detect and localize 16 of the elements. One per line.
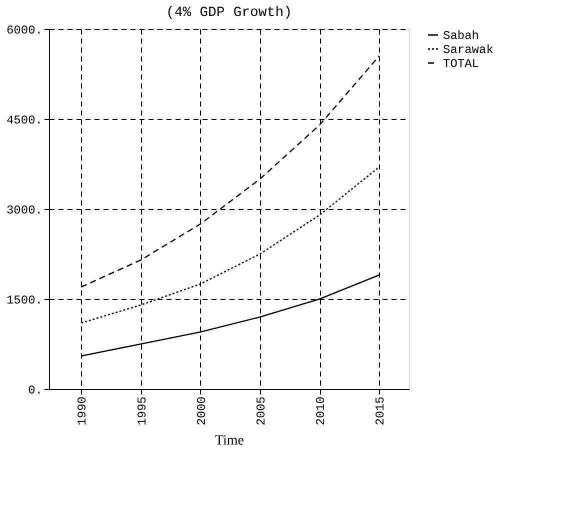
y-tick-label: 0.	[28, 384, 42, 398]
x-tick-label: 2010	[314, 396, 328, 426]
x-tick-label: 2015	[374, 396, 388, 426]
y-tick-label: 3000.	[6, 204, 42, 218]
x-tick-label: 1995	[135, 396, 150, 426]
legend-label: Sabah	[443, 29, 480, 43]
y-tick-label: 1500.	[6, 294, 42, 308]
legend-label: Sarawak	[443, 43, 494, 57]
y-tick-label: 6000.	[6, 24, 42, 38]
x-tick-label: 1990	[76, 396, 90, 426]
y-tick-label: 4500.	[6, 114, 42, 128]
chart-title: (4% GDP Growth)	[166, 5, 292, 21]
legend-label: TOTAL	[443, 57, 480, 71]
x-axis-title: Time	[214, 433, 244, 448]
x-tick-label: 2000	[194, 396, 209, 426]
x-tick-label: 2005	[254, 396, 268, 426]
